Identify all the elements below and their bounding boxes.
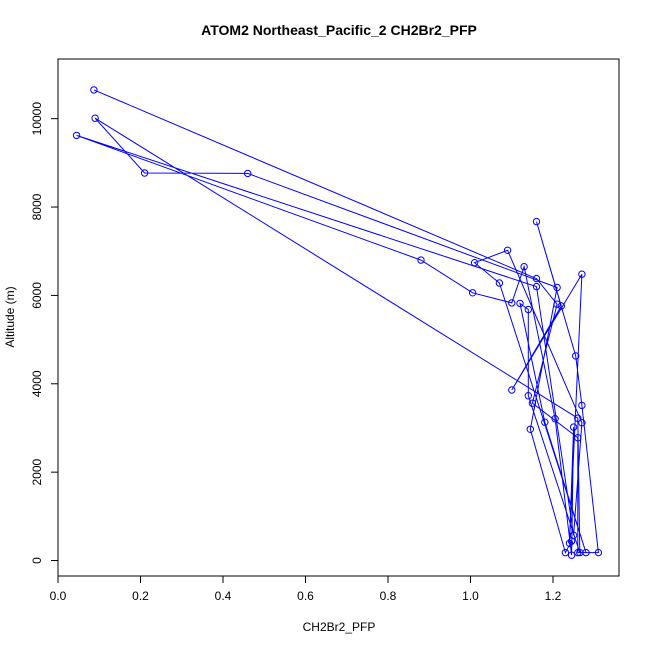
data-point [470,259,479,267]
y-tick-label: 8000 [30,193,44,220]
data-point [532,274,541,283]
data-point [561,548,570,557]
data-point [574,548,582,557]
y-axis-label: Altitude (m) [3,286,17,347]
data-point [526,425,534,433]
x-tick-label: 0.2 [132,589,149,603]
y-tick-label: 0 [30,557,44,564]
data-point [572,352,580,360]
y-tick-label: 6000 [30,282,44,309]
x-tick-label: 0.4 [215,589,232,603]
data-point [90,86,98,94]
data-point [578,401,586,410]
data-point [91,114,99,122]
data-point [508,386,516,394]
data-point [574,414,582,422]
data-point [524,392,532,400]
x-axis-label: CH2Br2_PFP [303,620,376,634]
y-tick-label: 2000 [30,458,44,485]
data-point [578,270,586,278]
data-point [524,305,532,314]
y-tick-label: 10000 [30,102,44,136]
data-point [508,299,516,307]
data-point [565,539,574,547]
x-axis: 0.0 0.2 0.4 0.6 0.8 1.0 1.2 [50,575,562,603]
data-point [244,169,252,178]
data-point [576,548,584,557]
data-point [574,434,582,442]
data-point [567,537,576,545]
x-tick-label: 0.6 [297,589,314,603]
data-point [567,551,576,559]
data-point [578,419,586,427]
points-layer [72,86,603,559]
y-tick-label: 4000 [30,370,44,397]
data-point [503,246,512,255]
series-line [76,89,599,556]
data-point [541,418,549,426]
x-tick-label: 1.0 [462,589,479,603]
series-layer [76,89,599,556]
data-point [417,256,425,264]
data-point [528,399,537,407]
data-point [551,415,559,423]
data-point [140,169,149,177]
data-point [495,279,504,287]
data-point [557,302,565,310]
x-tick-label: 0.8 [380,589,397,603]
data-point [516,299,524,308]
x-tick-label: 0.0 [50,589,67,603]
data-point [553,300,561,308]
data-point [532,282,541,291]
chart-title: ATOM2 Northeast_Pacific_2 CH2Br2_PFP [201,22,477,38]
data-point [532,217,541,226]
data-point [520,263,528,271]
data-point [468,289,477,297]
x-tick-label: 1.2 [545,589,562,603]
data-point [553,283,561,292]
data-point [569,423,578,431]
data-point [72,131,81,140]
y-axis: 0 2000 4000 6000 8000 10000 [30,102,59,564]
data-point [594,548,603,557]
